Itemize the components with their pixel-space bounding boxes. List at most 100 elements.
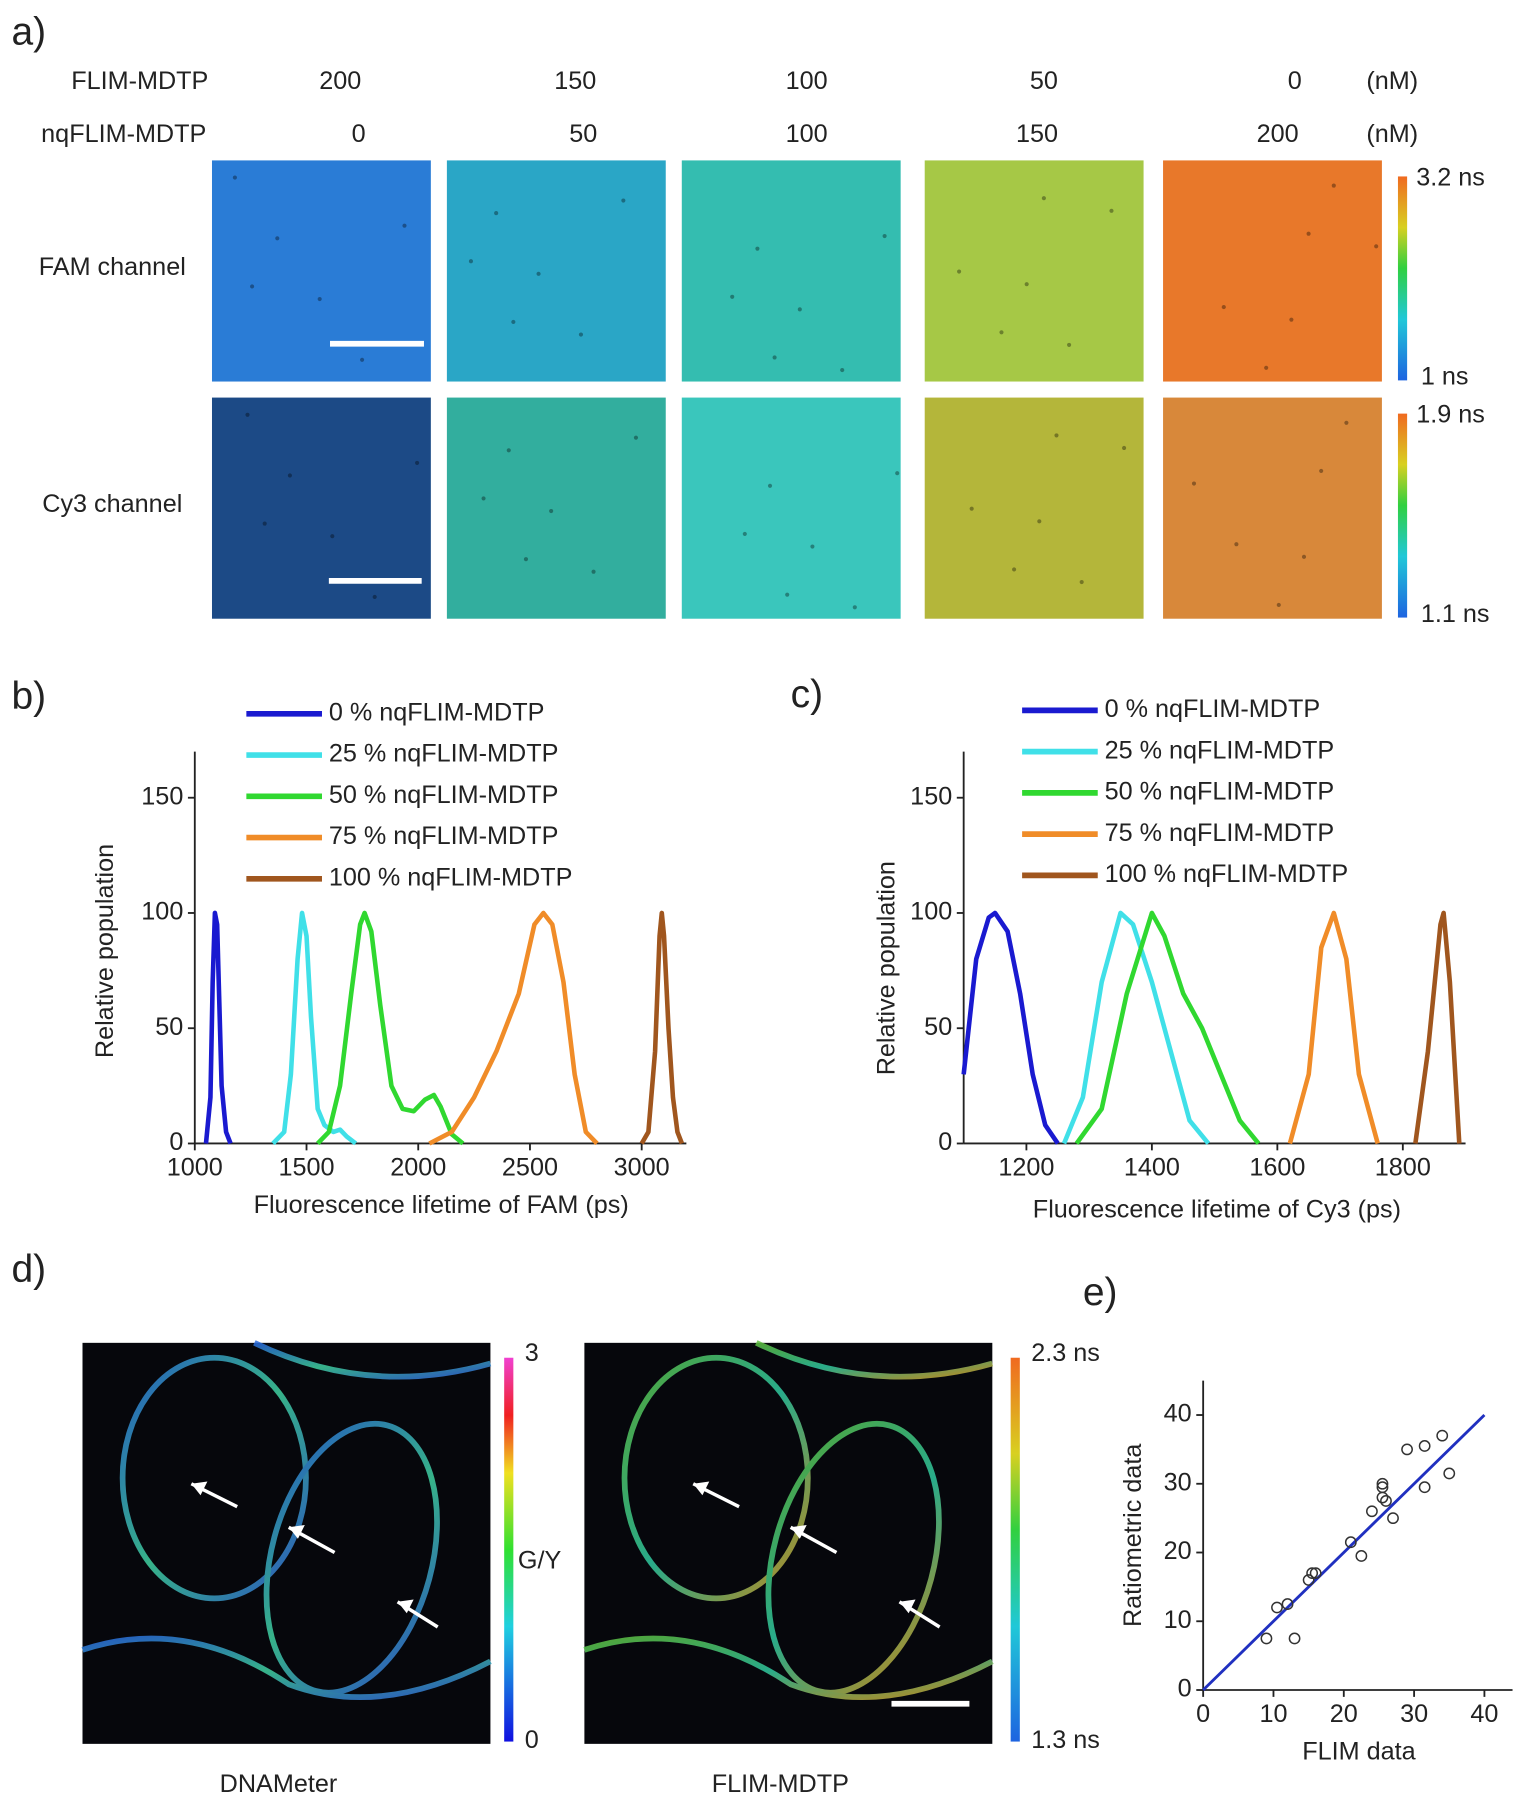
distribution-line (961, 910, 1060, 1145)
arrow-head (397, 1599, 414, 1614)
scatter-point (1288, 1632, 1301, 1645)
image-speck (1041, 196, 1046, 201)
scatter-point (1443, 1467, 1456, 1480)
flim-image (211, 160, 431, 382)
arrow-head (899, 1599, 916, 1614)
image-speck (402, 223, 407, 228)
flim-image (446, 160, 666, 382)
distribution-line (1061, 910, 1211, 1145)
image-caption: DNAMeter (220, 1770, 338, 1798)
x-tick-label: 10 (1259, 1700, 1287, 1728)
concentration: 200 (319, 67, 361, 95)
concentration: 100 (786, 120, 828, 148)
scatter-point (1380, 1495, 1392, 1507)
image-speck (1264, 365, 1269, 370)
image-speck (957, 269, 962, 274)
scatter-point (1436, 1429, 1449, 1442)
image-caption: FLIM-MDTP (712, 1770, 849, 1798)
colorbar-label: 1.1 ns (1421, 600, 1490, 628)
panel-label: b) (11, 675, 46, 718)
scatter-point (1418, 1440, 1431, 1452)
cell-membrane (583, 1635, 994, 1700)
image-speck (262, 521, 267, 526)
legend-label: 100 % nqFLIM-MDTP (329, 863, 573, 891)
scatter-point (1309, 1567, 1322, 1580)
image-speck (1234, 542, 1239, 547)
panel-label: e) (1083, 1271, 1118, 1314)
distribution-line (271, 910, 358, 1146)
colorbar-label: 0 (525, 1726, 539, 1754)
image-speck (372, 594, 377, 600)
image-speck (1024, 282, 1029, 287)
scatter-point (1302, 1574, 1315, 1586)
distribution-line (1074, 910, 1261, 1145)
legend-label: 75 % nqFLIM-MDTP (1105, 819, 1335, 847)
colorbar (504, 1357, 514, 1742)
image-speck (232, 175, 237, 180)
arrow-head (790, 1525, 807, 1539)
y-tick-label: 30 (1164, 1468, 1192, 1496)
y-tick-label: 40 (1164, 1400, 1192, 1428)
legend-label: 50 % nqFLIM-MDTP (329, 781, 559, 809)
x-axis-label: Fluorescence lifetime of Cy3 (ps) (1033, 1196, 1401, 1224)
image-speck (1122, 445, 1127, 451)
distribution-line (203, 910, 233, 1145)
image-speck (633, 435, 639, 440)
y-tick-label: 10 (1164, 1606, 1192, 1634)
image-speck (511, 319, 516, 325)
y-tick-label: 0 (938, 1128, 952, 1156)
image-speck (1331, 183, 1336, 188)
unit: (nM) (1366, 67, 1418, 95)
image-speck (730, 294, 735, 299)
image-speck (506, 448, 511, 453)
scatter-point (1376, 1477, 1389, 1490)
colorbar-label: 3.2 ns (1416, 163, 1485, 191)
flim-image (681, 160, 901, 382)
arrow-head (693, 1481, 710, 1496)
image-speck (895, 471, 900, 476)
legend-label: 75 % nqFLIM-MDTP (329, 822, 559, 850)
image-speck (275, 236, 280, 241)
image-speck (287, 473, 292, 478)
colorbar-label: 2.3 ns (1031, 1339, 1100, 1367)
x-tick-label: 1000 (167, 1153, 223, 1181)
image-speck (1306, 231, 1311, 236)
y-tick-label: 20 (1164, 1537, 1192, 1565)
scatter-point (1281, 1598, 1294, 1610)
image-speck (494, 211, 499, 216)
scatter-point (1387, 1512, 1399, 1525)
x-tick-label: 3000 (614, 1153, 670, 1181)
colorbar-label: 1 ns (1421, 363, 1469, 391)
concentration: 100 (786, 67, 828, 95)
x-tick-label: 2500 (502, 1153, 558, 1181)
image-speck (755, 246, 760, 251)
image-speck (969, 506, 974, 511)
x-tick-label: 40 (1470, 1700, 1498, 1728)
image-speck (1067, 342, 1072, 347)
image-speck (1319, 468, 1324, 473)
image-speck (1374, 244, 1379, 249)
legend-label: 0 % nqFLIM-MDTP (1105, 695, 1321, 723)
cell-membrane (621, 1354, 811, 1602)
distribution-line (1287, 910, 1380, 1145)
flim-image (924, 160, 1144, 382)
y-axis-label: Ratiometric data (1119, 1443, 1147, 1627)
image-speck (481, 496, 486, 501)
image-speck (785, 592, 790, 597)
image-speck (415, 460, 420, 465)
image-speck (468, 259, 474, 264)
panel-label: a) (11, 11, 46, 54)
distribution-line (639, 910, 685, 1145)
concentration: 0 (1288, 67, 1302, 95)
image-speck (360, 357, 365, 362)
x-axis-label: Fluorescence lifetime of FAM (ps) (254, 1191, 629, 1219)
flim-image (446, 397, 666, 619)
x-tick-label: 1800 (1375, 1153, 1431, 1181)
arrow-head (191, 1481, 208, 1496)
x-tick-label: 0 (1196, 1700, 1210, 1728)
colorbar (1397, 413, 1408, 618)
cell-image (82, 1342, 491, 1744)
cell-membrane (81, 1635, 492, 1700)
image-speck (621, 198, 626, 203)
image-speck (549, 508, 554, 514)
